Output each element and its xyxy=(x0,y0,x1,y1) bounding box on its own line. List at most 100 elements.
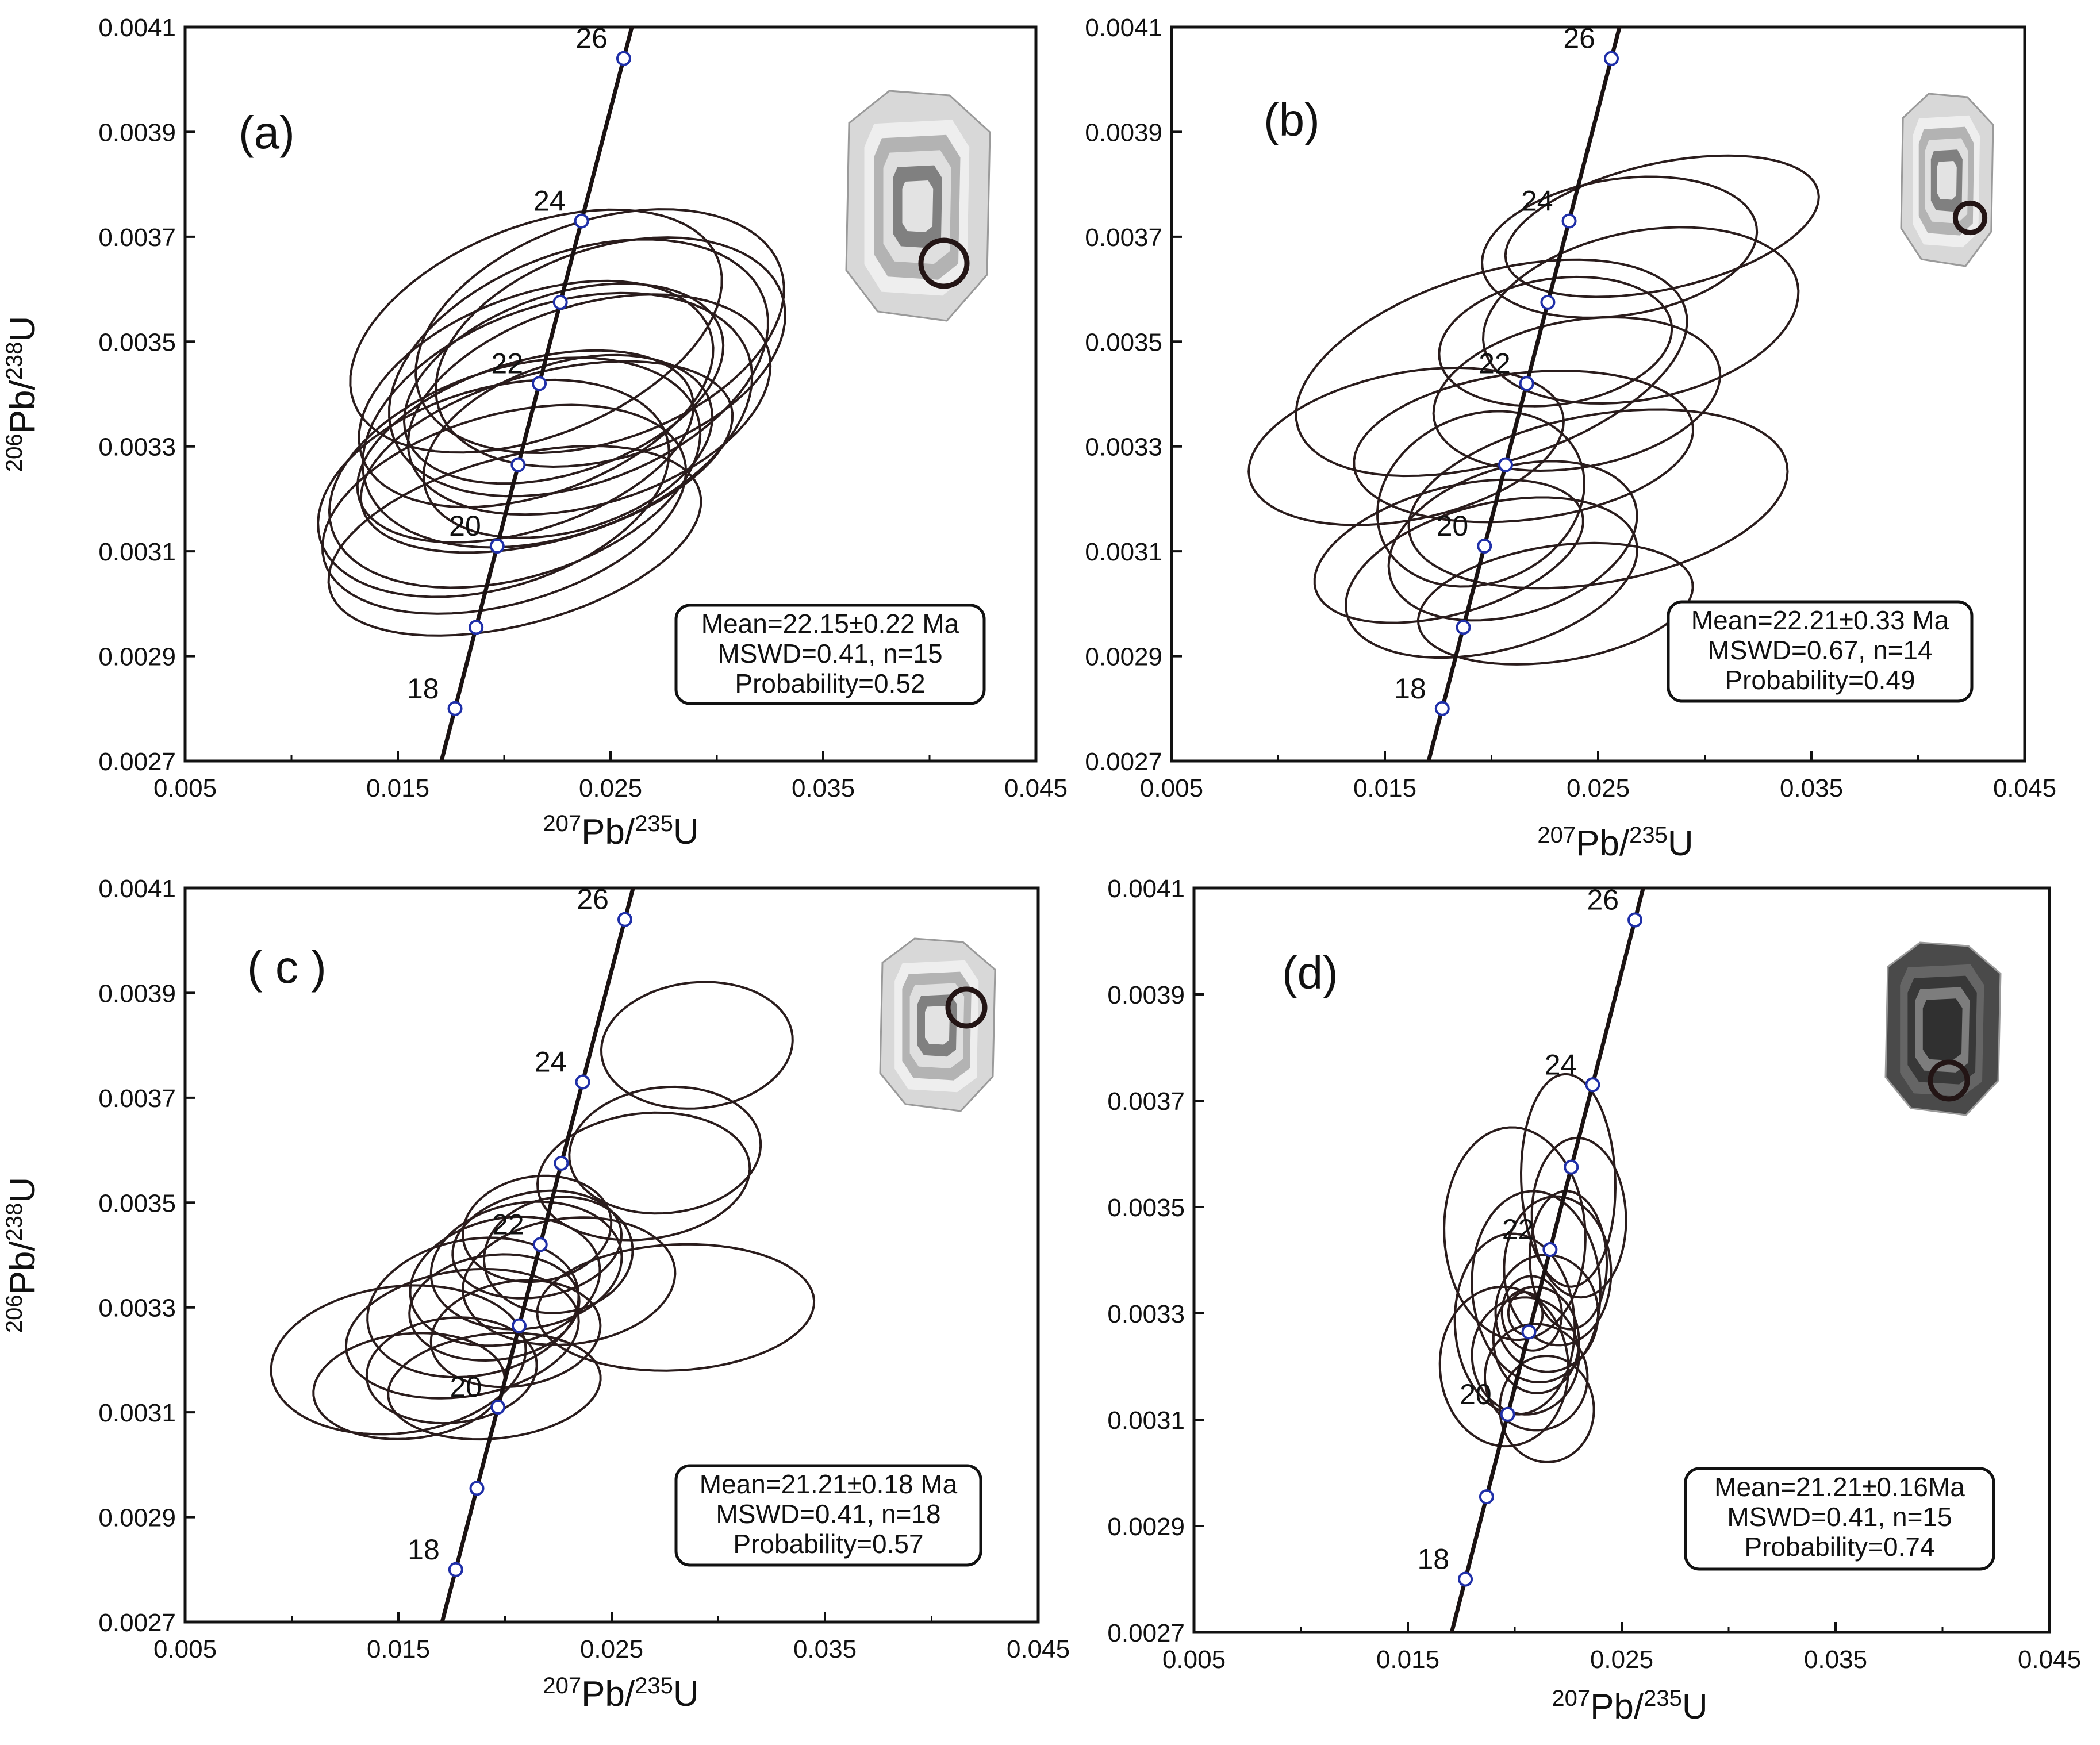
error-ellipse xyxy=(409,1215,601,1347)
statistics-line: Mean=22.21±0.33 Ma xyxy=(1691,605,1949,635)
error-ellipse xyxy=(1471,1296,1580,1416)
concordia-age-marker xyxy=(1479,1489,1494,1505)
statistics-box xyxy=(1667,600,1974,703)
concordia-age-marker xyxy=(490,1400,506,1415)
concordia-age-label: 24 xyxy=(535,1046,567,1078)
statistics-line: MSWD=0.41, n=18 xyxy=(716,1499,940,1529)
y-tick-label: 0.0035 xyxy=(1107,1194,1185,1222)
y-tick-label: 0.0033 xyxy=(1107,1300,1185,1328)
x-axis-label: 207Pb/235U xyxy=(1552,1686,1707,1727)
x-axis-label: 207Pb/235U xyxy=(543,1673,698,1714)
error-ellipse xyxy=(408,1253,581,1362)
error-ellipse xyxy=(1353,370,1695,524)
x-tick-label: 0.045 xyxy=(1004,774,1068,802)
error-ellipse xyxy=(1407,408,1789,590)
concordia-age-marker xyxy=(1477,539,1492,554)
error-ellipse xyxy=(1504,154,1820,298)
error-ellipse xyxy=(422,353,714,539)
x-tick-label: 0.005 xyxy=(153,774,217,802)
panel-d: 0.005 0.015 0.025 0.035 0.045 0.0027 0.0029 0.0… xyxy=(1107,875,2081,1727)
error-ellipse xyxy=(406,293,772,516)
y-tick-label: 0.0037 xyxy=(98,224,176,252)
y-tick-label: 0.0041 xyxy=(98,14,176,42)
zircon-cl-image xyxy=(879,937,996,1112)
analysis-spot-icon xyxy=(918,237,970,289)
y-tick-label: 0.0027 xyxy=(1107,1619,1185,1647)
error-ellipse xyxy=(402,282,725,485)
concordia-age-label: 24 xyxy=(1521,185,1553,217)
x-tick-label: 0.035 xyxy=(792,774,855,802)
concordia-age-marker xyxy=(554,1155,569,1171)
concordia-age-label: 26 xyxy=(577,883,609,916)
concordia-age-marker xyxy=(469,1481,485,1496)
y-tick-label: 0.0031 xyxy=(1085,538,1162,566)
error-ellipse xyxy=(1500,1275,1563,1352)
concordia-age-marker xyxy=(1519,376,1534,391)
y-tick-label: 0.0027 xyxy=(1085,748,1162,776)
y-axis-label: 206Pb/238U xyxy=(2,316,43,472)
error-ellipse xyxy=(317,378,670,598)
concordia-curve xyxy=(440,888,635,1622)
concordia-age-marker xyxy=(532,376,547,391)
error-ellipse xyxy=(1438,275,1673,408)
error-ellipse xyxy=(568,1085,762,1215)
concordia-age-marker xyxy=(1456,620,1471,635)
error-ellipse xyxy=(1438,1285,1570,1448)
statistics-line: Probability=0.49 xyxy=(1725,665,1915,695)
error-ellipse xyxy=(1528,1190,1608,1331)
error-ellipse xyxy=(1499,1355,1595,1463)
y-tick-label: 0.0039 xyxy=(98,979,176,1008)
error-ellipse xyxy=(270,1284,527,1436)
concordia-age-label: 18 xyxy=(407,672,439,705)
error-ellipse xyxy=(359,360,734,554)
concordia-age-marker xyxy=(1564,1159,1579,1175)
concordia-age-marker xyxy=(448,1562,463,1577)
error-ellipse xyxy=(434,236,787,468)
y-tick-label: 0.0031 xyxy=(98,1399,176,1427)
error-ellipse xyxy=(1247,366,1565,526)
y-axis-label: 206Pb/238U xyxy=(2,1177,43,1333)
y-tick-label: 0.0027 xyxy=(98,1609,176,1637)
panel-label: (d) xyxy=(1282,947,1338,998)
y-axis-label: 206Pb/238U xyxy=(2,316,43,472)
error-ellipse xyxy=(536,1243,816,1372)
y-tick-label: 0.0035 xyxy=(98,1189,176,1217)
concordia-curve xyxy=(1426,27,1622,761)
panel-label: (a) xyxy=(239,107,295,158)
statistics-line: Mean=21.21±0.16Ma xyxy=(1714,1472,1965,1502)
statistics-line: Probability=0.57 xyxy=(733,1529,923,1559)
y-tick-label: 0.0037 xyxy=(98,1085,176,1113)
concordia-age-marker xyxy=(447,701,463,716)
y-tick-label: 0.0029 xyxy=(98,643,176,671)
panel-label: (b) xyxy=(1264,94,1320,145)
concordia-age-marker xyxy=(1561,213,1577,229)
y-tick-label: 0.0033 xyxy=(98,433,176,462)
error-ellipse xyxy=(349,208,723,454)
concordia-age-marker xyxy=(469,620,484,635)
error-ellipse xyxy=(327,444,702,637)
concordia-age-marker xyxy=(1585,1077,1600,1093)
concordia-age-marker xyxy=(510,457,526,472)
y-tick-label: 0.0041 xyxy=(98,875,176,903)
concordia-age-label: 22 xyxy=(492,1208,524,1240)
statistics-line: MSWD=0.41, n=15 xyxy=(717,639,942,668)
error-ellipse xyxy=(429,1279,602,1389)
x-tick-label: 0.025 xyxy=(1590,1646,1653,1674)
concordia-age-label: 18 xyxy=(408,1533,440,1566)
statistics-line: Probability=0.74 xyxy=(1744,1532,1934,1562)
error-ellipse xyxy=(1453,1232,1576,1416)
x-axis-label: 207Pb/235U xyxy=(543,811,698,852)
concordia-curve xyxy=(439,27,634,761)
x-tick-label: 0.005 xyxy=(153,1635,217,1663)
x-tick-label: 0.015 xyxy=(366,774,429,802)
x-tick-label: 0.025 xyxy=(579,774,642,802)
error-ellipse xyxy=(1313,478,1584,624)
error-ellipse xyxy=(312,1332,506,1440)
x-tick-label: 0.015 xyxy=(367,1635,430,1663)
y-tick-label: 0.0039 xyxy=(1107,981,1185,1009)
x-tick-label: 0.035 xyxy=(1780,774,1843,802)
statistics-box xyxy=(1684,1467,1995,1571)
error-ellipse xyxy=(1345,496,1638,659)
panel-b: 0.005 0.015 0.025 0.035 0.045 0.0027 0.0029 0.0… xyxy=(2,14,2056,863)
